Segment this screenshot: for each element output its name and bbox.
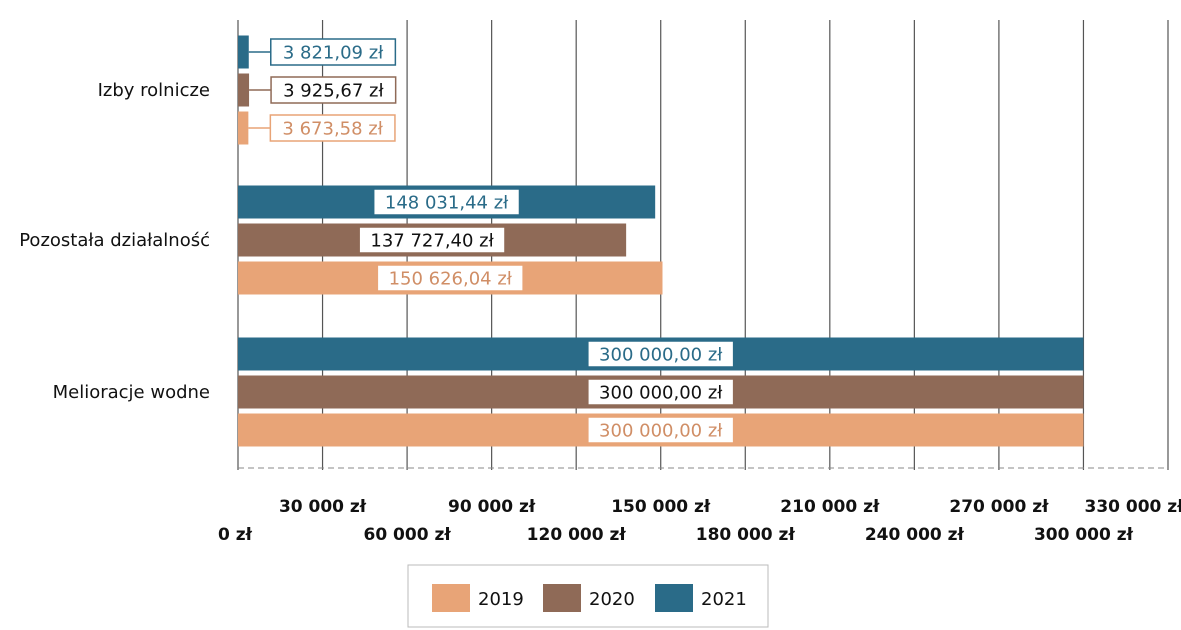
x-tick-label: 120 000 zł: [527, 525, 627, 545]
category-label: Pozostała działalność: [19, 230, 210, 251]
data-label-box: [587, 416, 735, 444]
category-labels: Izby rolnicze Pozostała działalność Melior…: [19, 80, 210, 403]
legend-label: 2020: [589, 589, 635, 610]
x-tick-label: 330 000 zł: [1084, 497, 1181, 517]
legend-swatch-2020: [543, 584, 581, 612]
data-label: 150 626,04 zł: [389, 269, 513, 290]
legend-swatch-2019: [432, 584, 470, 612]
x-tick-label: 270 000 zł: [949, 497, 1049, 517]
data-label-box: [372, 188, 521, 216]
x-tick-label: 240 000 zł: [865, 525, 965, 545]
data-label: 300 000,00 zł: [599, 421, 723, 442]
data-label: 148 031,44 zł: [385, 193, 509, 214]
data-label: 300 000,00 zł: [599, 383, 723, 404]
x-tick-label: 0 zł: [218, 525, 253, 545]
data-label: 137 727,40 zł: [370, 231, 494, 252]
bar-2021: [238, 35, 249, 69]
category-label: Izby rolnicze: [98, 80, 210, 101]
x-axis-tick-labels: 0 zł 30 000 zł 60 000 zł 90 000 zł 120 000 z…: [218, 497, 1181, 545]
x-tick-label: 210 000 zł: [780, 497, 880, 517]
data-label: 300 000,00 zł: [599, 345, 723, 366]
legend-label: 2021: [701, 589, 747, 610]
data-label-box: [587, 378, 735, 406]
data-label: 3 925,67 zł: [283, 81, 384, 102]
x-tick-label: 90 000 zł: [448, 497, 536, 517]
bars: 3 821,09 zł 3 925,67 zł 3 673,58 zł 148 031…: [238, 35, 1084, 447]
bar-2019: [238, 111, 249, 145]
legend-label: 2019: [478, 589, 524, 610]
data-label-box: [358, 226, 506, 254]
legend: 2019 2020 2021: [407, 564, 769, 628]
x-tick-label: 300 000 zł: [1034, 525, 1134, 545]
data-label-box: [376, 264, 524, 292]
category-label: Melioracje wodne: [53, 382, 210, 403]
data-label-box: [270, 38, 397, 66]
data-label: 3 673,58 zł: [282, 119, 383, 140]
data-label-box: [269, 114, 396, 142]
bar-2020: [238, 73, 250, 107]
x-tick-label: 180 000 zł: [696, 525, 796, 545]
x-tick-label: 150 000 zł: [611, 497, 711, 517]
x-tick-label: 30 000 zł: [279, 497, 367, 517]
data-label-box: [270, 76, 397, 104]
legend-swatch-2021: [655, 584, 693, 612]
data-label: 3 821,09 zł: [283, 43, 384, 64]
x-tick-label: 60 000 zł: [363, 525, 451, 545]
data-label-box: [587, 340, 735, 368]
